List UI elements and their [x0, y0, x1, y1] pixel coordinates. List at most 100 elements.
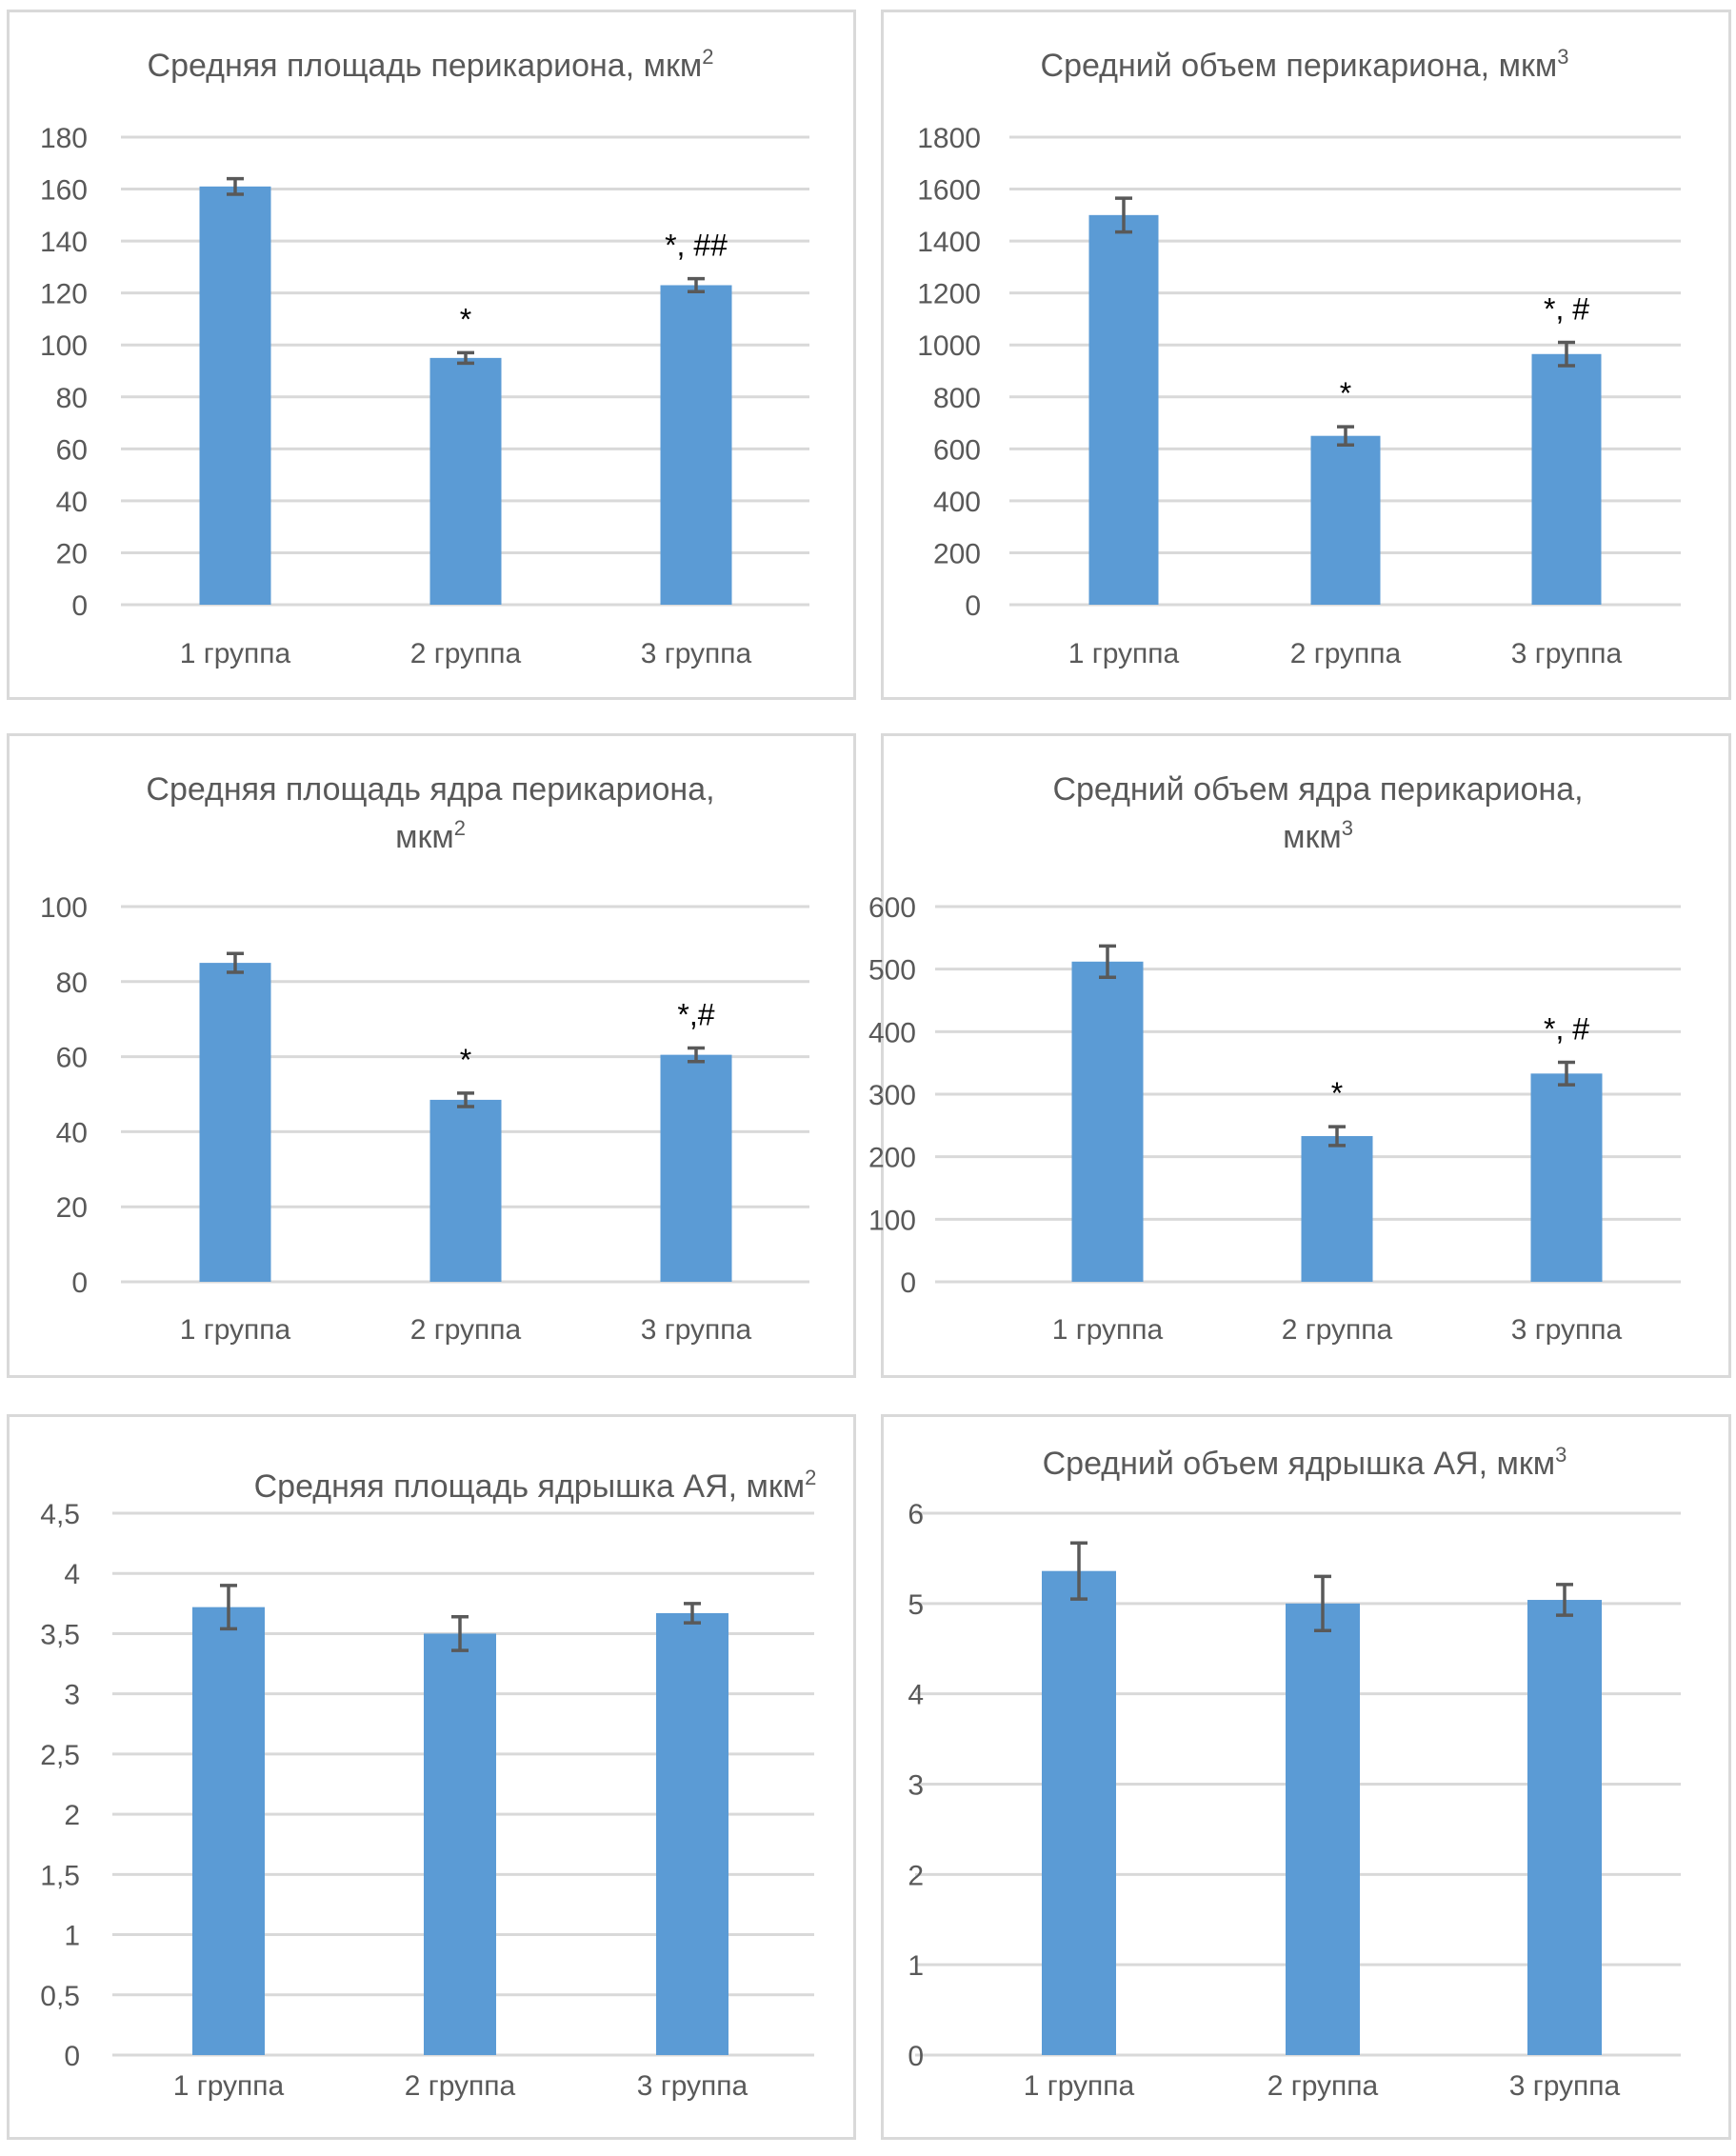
x-category-label: 2 группа [410, 638, 522, 669]
x-category-label: 3 группа [1511, 1314, 1623, 1346]
y-tick-label: 400 [868, 1017, 916, 1048]
y-tick-label: 1200 [917, 279, 981, 310]
bar [660, 285, 732, 605]
bar [429, 357, 502, 605]
x-category-label: 2 группа [1267, 2070, 1379, 2102]
x-category-label: 1 группа [1024, 2070, 1135, 2102]
y-tick-label: 0 [71, 1268, 88, 1299]
y-tick-label: 120 [40, 279, 88, 310]
y-tick-label: 160 [40, 175, 88, 207]
y-tick-label: 100 [868, 1205, 916, 1236]
x-category-label: 2 группа [1290, 638, 1402, 669]
y-tick-label: 0 [71, 590, 88, 622]
x-category-label: 1 группа [1068, 638, 1180, 669]
significance-annotation: * [460, 1043, 471, 1077]
y-tick-label: 100 [40, 330, 88, 362]
x-category-label: 2 группа [1282, 1314, 1393, 1346]
y-tick-label: 180 [40, 123, 88, 154]
x-category-label: 3 группа [1511, 638, 1623, 669]
x-category-label: 3 группа [1509, 2070, 1621, 2102]
y-tick-label: 4 [908, 1680, 924, 1711]
bar [429, 1099, 502, 1282]
bar [1042, 1570, 1116, 2055]
chart-title: Средний объем перикариона, мкм3 [1041, 45, 1569, 84]
y-tick-label: 140 [40, 227, 88, 258]
y-tick-label: 2,5 [40, 1740, 80, 1771]
significance-annotation: *, # [1544, 1012, 1589, 1047]
bar [199, 186, 271, 606]
y-tick-label: 80 [56, 383, 88, 414]
bar [1071, 961, 1144, 1282]
y-tick-label: 100 [40, 892, 88, 924]
chart-title: Средняя площадь перикариона, мкм2 [148, 45, 714, 84]
y-tick-label: 5 [908, 1589, 924, 1621]
significance-annotation: *, ## [665, 229, 728, 263]
y-tick-label: 3 [64, 1680, 80, 1711]
significance-annotation: *, # [1544, 291, 1589, 326]
bar [192, 1607, 265, 2055]
x-category-label: 1 группа [173, 2070, 285, 2102]
y-tick-label: 3 [908, 1770, 924, 1802]
y-tick-label: 0 [908, 2041, 924, 2072]
y-tick-label: 20 [56, 538, 88, 569]
bar [424, 1633, 496, 2055]
y-tick-label: 200 [868, 1143, 916, 1174]
chart-title: Средняя площадь ядра перикариона, [146, 771, 714, 808]
y-tick-label: 2 [908, 1860, 924, 1891]
y-tick-label: 0 [900, 1268, 916, 1299]
x-category-label: 1 группа [1052, 1314, 1164, 1346]
x-category-label: 2 группа [405, 2070, 516, 2102]
significance-annotation: *,# [677, 998, 714, 1032]
y-tick-label: 600 [933, 434, 981, 466]
y-tick-label: 3,5 [40, 1619, 80, 1650]
y-tick-label: 40 [56, 1117, 88, 1148]
y-tick-label: 1800 [917, 123, 981, 154]
x-category-label: 1 группа [180, 638, 291, 669]
significance-annotation: * [1340, 376, 1351, 410]
y-tick-label: 1000 [917, 330, 981, 362]
y-tick-label: 1 [64, 1921, 80, 1952]
x-category-label: 1 группа [180, 1314, 291, 1346]
y-tick-label: 0 [64, 2041, 80, 2072]
y-tick-label: 80 [56, 968, 88, 999]
y-tick-label: 0,5 [40, 1981, 80, 2012]
significance-annotation: * [460, 302, 471, 336]
bar [1310, 435, 1381, 605]
chart-title-line-2: мкм2 [395, 816, 466, 855]
y-tick-label: 2 [64, 1800, 80, 1831]
chart-title: Средний объем ядра перикариона, [1052, 771, 1583, 808]
bar [660, 1054, 732, 1282]
y-tick-label: 500 [868, 955, 916, 987]
x-category-label: 3 группа [641, 638, 752, 669]
x-category-label: 3 группа [641, 1314, 752, 1346]
y-tick-label: 60 [56, 1043, 88, 1074]
y-tick-label: 1600 [917, 175, 981, 207]
x-category-label: 2 группа [410, 1314, 522, 1346]
chart-title: Средний объем ядрышка АЯ, мкм3 [1043, 1443, 1567, 1482]
bar [1286, 1603, 1360, 2055]
bar [1527, 1600, 1602, 2055]
bar [1301, 1135, 1373, 1282]
y-tick-label: 300 [868, 1080, 916, 1111]
y-tick-label: 60 [56, 434, 88, 466]
chart-title: Средняя площадь ядрышка АЯ, мкм2 [254, 1466, 817, 1505]
significance-annotation: * [1331, 1076, 1343, 1110]
x-category-label: 3 группа [637, 2070, 748, 2102]
y-tick-label: 1400 [917, 227, 981, 258]
bar [199, 963, 271, 1282]
y-tick-label: 40 [56, 487, 88, 518]
y-tick-label: 1 [908, 1950, 924, 1982]
y-tick-label: 0 [965, 590, 981, 622]
y-tick-label: 400 [933, 487, 981, 518]
y-tick-label: 4 [64, 1559, 80, 1590]
y-tick-label: 20 [56, 1192, 88, 1224]
bar [1088, 214, 1159, 606]
y-tick-label: 800 [933, 383, 981, 414]
bar [1530, 1073, 1603, 1282]
chart-title-line-2: мкм3 [1283, 816, 1353, 855]
y-tick-label: 4,5 [40, 1499, 80, 1530]
bar [656, 1612, 728, 2055]
bar [1531, 353, 1602, 605]
y-tick-label: 200 [933, 538, 981, 569]
